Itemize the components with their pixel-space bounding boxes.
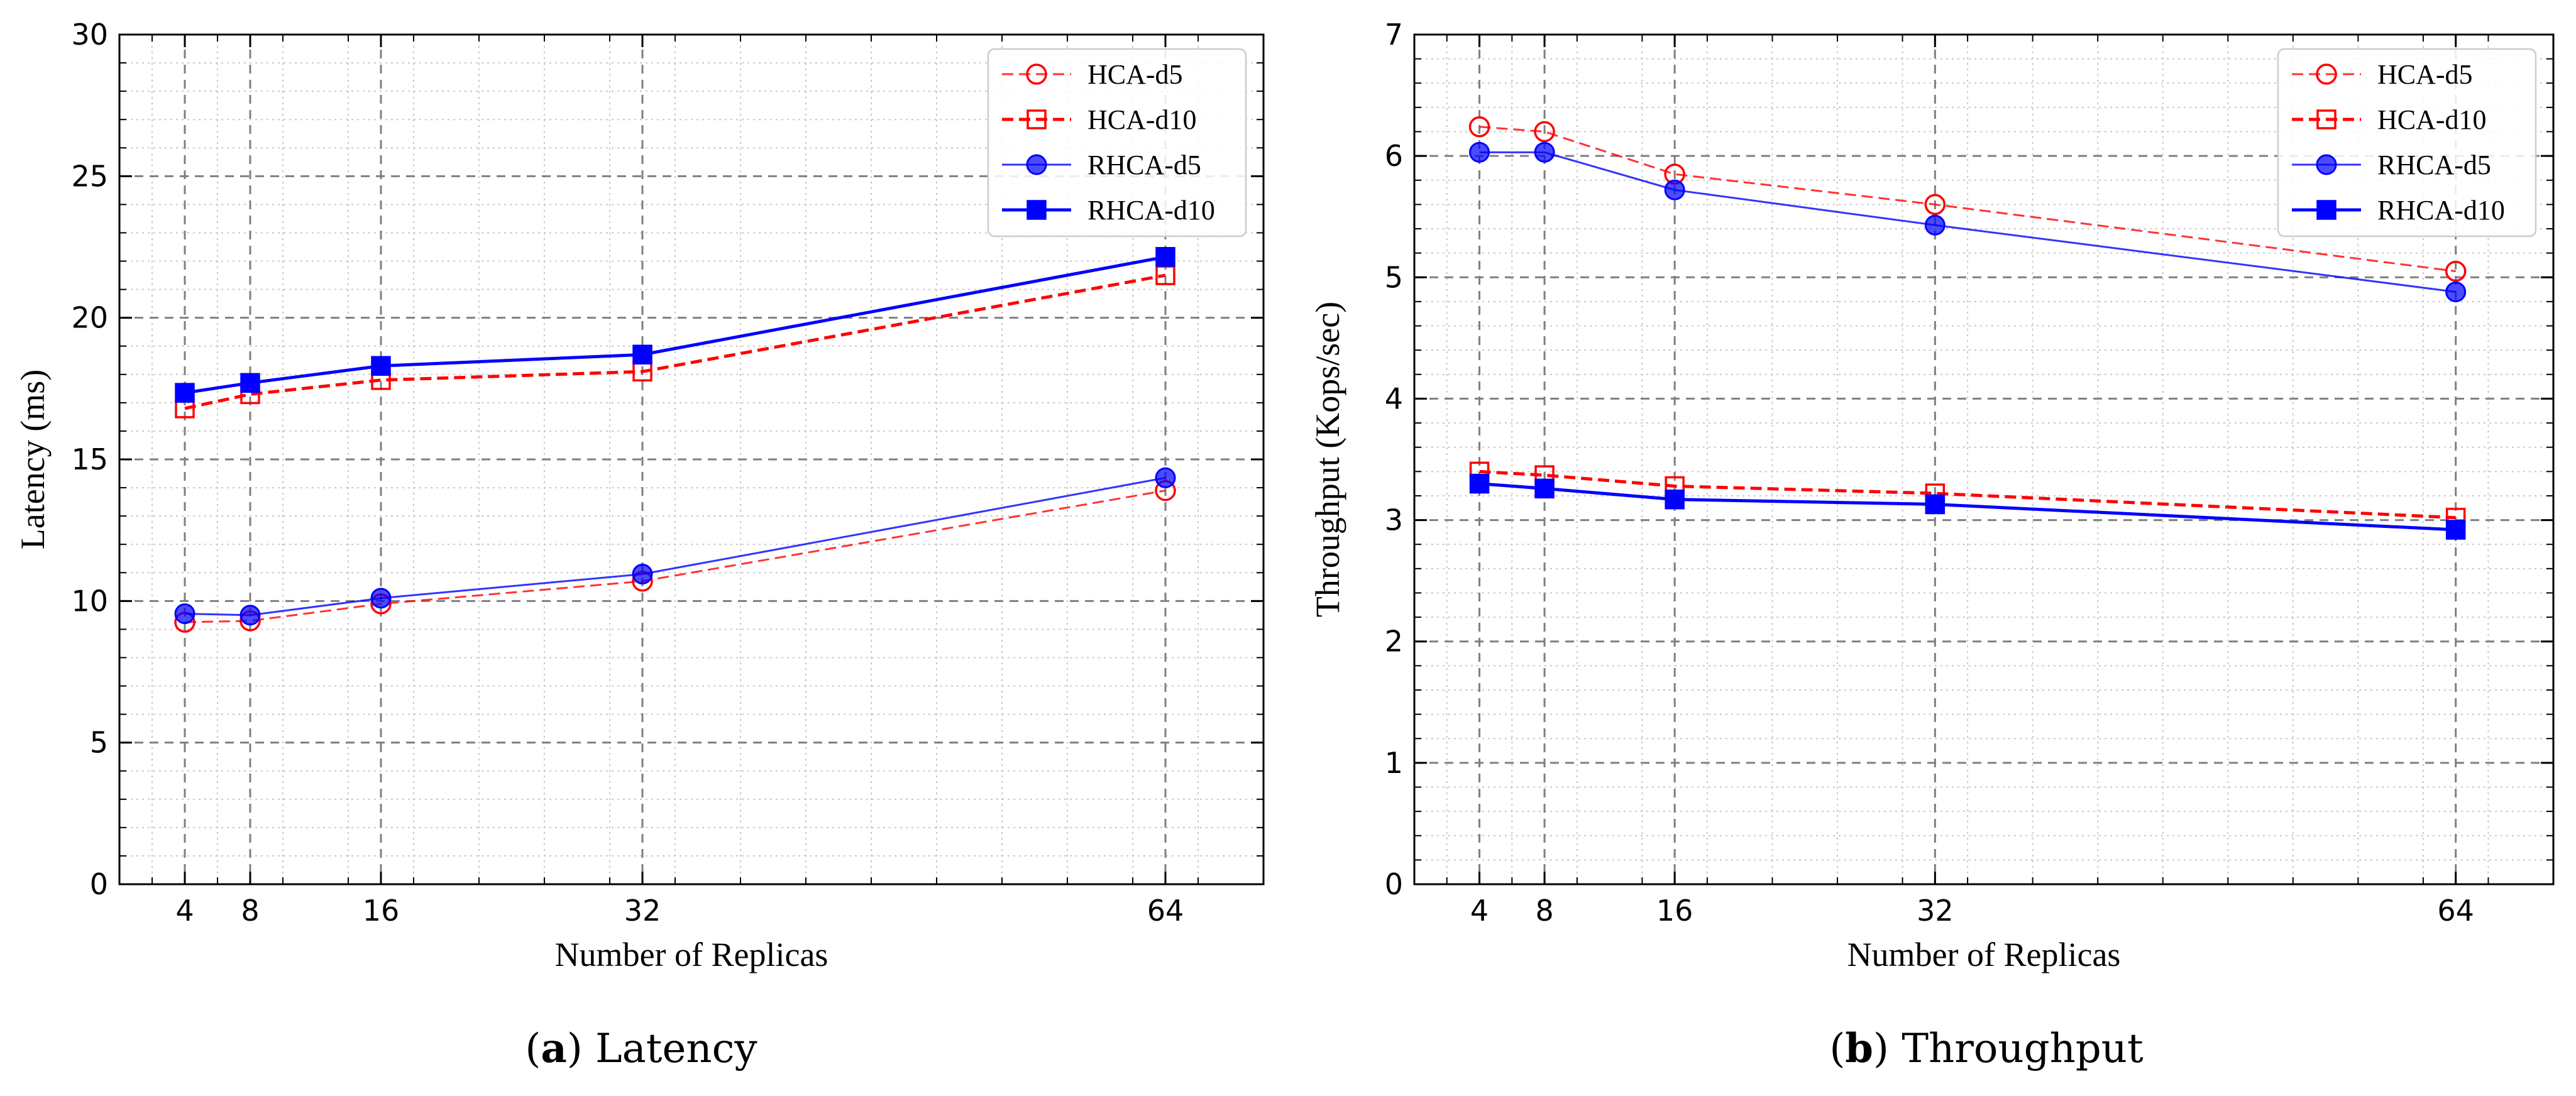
y-tick-label: 15 — [71, 442, 108, 476]
legend-label: RHCA-d10 — [1087, 195, 1215, 226]
caption-letter: b — [1845, 1025, 1873, 1072]
data-point — [1534, 121, 1555, 143]
series-RHCA-d5 — [174, 467, 1176, 626]
legend-box — [987, 48, 1247, 238]
x-tick-label: 8 — [1535, 894, 1553, 928]
legend-marker — [1026, 63, 1047, 85]
y-tick-label: 2 — [1385, 625, 1403, 659]
y-tick-label: 3 — [1385, 503, 1403, 537]
y-tick-label: 7 — [1385, 18, 1403, 52]
x-axis-title: Number of Replicas — [555, 936, 828, 973]
x-tick-label: 4 — [175, 894, 194, 928]
data-point — [240, 373, 260, 393]
data-point — [371, 356, 391, 376]
y-tick-label: 1 — [1385, 746, 1403, 780]
x-tick-label: 16 — [363, 894, 400, 928]
data-point — [1925, 494, 1946, 515]
legend-label: RHCA-d5 — [2377, 150, 2491, 180]
legend-label: RHCA-d5 — [1087, 150, 1201, 180]
y-tick-label: 0 — [90, 867, 108, 901]
legend-marker — [2316, 63, 2337, 85]
data-point — [1534, 141, 1555, 163]
plot-frame — [1413, 33, 2555, 885]
legend-label: HCA-d10 — [1087, 104, 1197, 135]
y-tick-label: 30 — [71, 18, 108, 52]
legend-marker — [1027, 109, 1047, 129]
y-axis-title: Throughput (Kops/sec) — [1309, 302, 1346, 617]
data-point — [174, 603, 195, 625]
y-tick-label: 20 — [71, 301, 108, 335]
caption: (a) Latency — [525, 1025, 757, 1072]
latency-chart: 0 5 10 15 20 25 30 4 8 16 32 64 Number of Replicas La… — [14, 18, 1265, 1072]
x-tick-label: 64 — [1147, 894, 1184, 928]
x-tick-label: 32 — [624, 894, 661, 928]
data-point — [2445, 520, 2466, 540]
caption-title: ) Throughput — [1873, 1026, 2144, 1072]
data-point — [2445, 281, 2467, 302]
series-line — [184, 273, 1166, 410]
series-RHCA-d10 — [1469, 473, 2466, 540]
data-point — [239, 605, 261, 626]
series-line — [1479, 126, 2456, 273]
legend-marker — [1027, 200, 1047, 220]
data-point — [1469, 473, 1490, 494]
x-tick-label: 4 — [1470, 894, 1489, 928]
series-RHCA-d5 — [1469, 141, 2467, 302]
y-tick-label: 25 — [71, 159, 108, 193]
legend: HCA-d5 HCA-d10 RHCA-d5 RHCA-d10 — [987, 48, 1247, 238]
data-point — [1924, 214, 1946, 236]
data-point — [1534, 478, 1555, 499]
caption-title: ) Latency — [567, 1026, 757, 1072]
throughput-chart: 0 1 2 3 4 5 6 7 4 8 16 32 64 Number of Replicas Throug… — [1309, 18, 2555, 1072]
x-tick-label: 32 — [1917, 894, 1954, 928]
legend-box — [2277, 48, 2537, 238]
data-point — [1155, 467, 1176, 488]
legend-marker — [2316, 154, 2337, 175]
data-point — [1469, 141, 1490, 163]
legend-marker — [2316, 109, 2337, 129]
legend-label: HCA-d10 — [2377, 104, 2487, 135]
y-tick-label: 4 — [1385, 381, 1403, 415]
y-tick-label: 6 — [1385, 139, 1403, 173]
data-point — [1924, 194, 1946, 216]
legend-label: HCA-d5 — [1087, 59, 1183, 90]
y-tick-label: 10 — [71, 584, 108, 618]
data-point — [1665, 489, 1685, 510]
y-axis-title: Latency (ms) — [14, 370, 52, 549]
data-point — [2445, 260, 2467, 282]
legend-marker — [1026, 154, 1047, 175]
y-tick-label: 5 — [1385, 260, 1403, 294]
data-point — [175, 383, 195, 403]
caption: (b) Throughput — [1829, 1025, 2144, 1072]
data-point — [1664, 179, 1685, 200]
x-tick-label: 8 — [241, 894, 259, 928]
caption-open-paren: ( — [1829, 1026, 1845, 1072]
x-tick-label: 64 — [2437, 894, 2474, 928]
series-line — [1479, 469, 2456, 520]
x-axis-title: Number of Replicas — [1847, 936, 2121, 973]
x-tick-label: 16 — [1656, 894, 1693, 928]
y-tick-label: 5 — [90, 726, 108, 760]
legend-marker — [2316, 200, 2337, 220]
legend: HCA-d5 HCA-d10 RHCA-d5 RHCA-d10 — [2277, 48, 2537, 238]
data-point — [632, 344, 652, 365]
legend-label: RHCA-d10 — [2377, 195, 2505, 226]
data-point — [370, 588, 392, 609]
y-tick-label: 0 — [1385, 867, 1403, 901]
legend-label: HCA-d5 — [2377, 59, 2473, 90]
data-point — [632, 564, 653, 585]
series-RHCA-d10 — [175, 247, 1175, 403]
series-HCA-d5 — [1468, 116, 2467, 282]
data-point — [1155, 247, 1175, 267]
data-point — [1468, 116, 1490, 138]
caption-open-paren: ( — [525, 1026, 541, 1072]
caption-letter: a — [541, 1025, 566, 1072]
